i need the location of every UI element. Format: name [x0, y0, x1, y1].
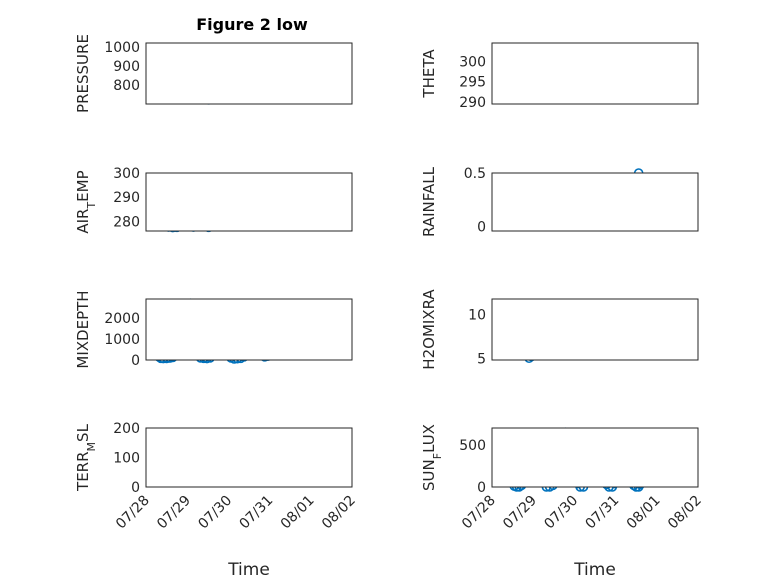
terr_msl-xtick-label: 07/31	[237, 493, 277, 533]
pressure-ytick-label: 900	[113, 59, 140, 75]
theta-ytick-label: 300	[459, 54, 486, 70]
terr_msl-xtick-label: 08/01	[278, 493, 318, 533]
sun_flux-xtick-label: 07/30	[541, 493, 581, 533]
air_temp-axes-box	[145, 172, 353, 232]
air_temp-ytick-label: 300	[113, 166, 140, 182]
pressure-ylabel: PRESSURE	[74, 34, 92, 113]
sun_flux-xtick-label: 07/29	[500, 493, 540, 533]
sun_flux-xlabel: Time	[573, 560, 616, 580]
pressure-ytick-label: 800	[113, 78, 140, 94]
sun_flux-xtick-label: 08/02	[665, 493, 705, 533]
theta-ylabel: THETA	[420, 49, 438, 99]
mixdepth-ytick-label: 1000	[104, 332, 140, 348]
terr_msl-xtick-label: 07/29	[154, 493, 194, 533]
terr_msl-axes: 0 100 200 07/28 07/29 07/30 07/31 08/01 08/02 TER…	[74, 421, 359, 580]
air_temp-axes: 280 290 300 AIRTEMP	[74, 166, 353, 234]
sun_flux-axes-box	[491, 427, 699, 488]
rainfall-ytick-label: 0.5	[464, 166, 486, 182]
mixdepth-ylabel: MIXDEPTH	[74, 290, 92, 368]
terr_msl-xtick-label: 07/30	[195, 493, 235, 533]
theta-axes: 290 295 300 THETA	[420, 42, 699, 111]
terr_msl-ytick-label: 100	[113, 451, 140, 467]
terr_msl-ytick-label: 200	[113, 421, 140, 437]
theta-axes-box	[491, 42, 699, 105]
h2omixra-ytick-label: 10	[468, 308, 486, 324]
terr_msl-axes-box	[145, 427, 353, 488]
rainfall-axes-box	[491, 172, 699, 232]
sun_flux-xtick-label: 08/01	[624, 493, 664, 533]
sun_flux-ytick-label: 0	[477, 480, 486, 496]
air_temp-ytick-label: 280	[113, 214, 140, 230]
figure-title: Figure 2 low	[196, 15, 308, 34]
mixdepth-ytick-label: 0	[131, 353, 140, 369]
theta-ytick-label: 295	[459, 75, 486, 91]
sun_flux-ylabel: SUNFLUX	[420, 424, 444, 491]
mixdepth-ytick-label: 2000	[104, 311, 140, 327]
sun_flux-axes: 0 500 07/28 07/29 07/30 07/31 08/01 08/02 SUNFLU…	[420, 424, 705, 580]
terr_msl-xtick-label: 08/02	[319, 493, 359, 533]
h2omixra-axes: 5 10 H2OMIXRA	[420, 289, 699, 370]
terr_msl-ylabel: TERRMSL	[74, 423, 98, 492]
terr_msl-xtick-label: 07/28	[113, 493, 153, 533]
air_temp-ytick-label: 290	[113, 190, 140, 206]
rainfall-ytick-label: 0	[477, 220, 486, 236]
air_temp-ylabel: AIRTEMP	[74, 170, 98, 233]
terr_msl-xlabel: Time	[227, 560, 270, 580]
h2omixra-ytick-label: 5	[477, 351, 486, 367]
sun_flux-xtick-label: 07/31	[583, 493, 623, 533]
pressure-axes-box	[145, 42, 353, 105]
sun_flux-ytick-label: 500	[459, 438, 486, 454]
theta-ytick-label: 290	[459, 95, 486, 111]
rainfall-ylabel: RAINFALL	[420, 166, 438, 237]
terr_msl-ytick-label: 0	[131, 480, 140, 496]
pressure-ytick-label: 1000	[104, 40, 140, 56]
h2omixra-axes-box	[491, 298, 699, 361]
sun_flux-xtick-label: 07/28	[459, 493, 499, 533]
mixdepth-axes: 0 1000 2000 MIXDEPTH	[74, 290, 353, 369]
h2omixra-ylabel: H2OMIXRA	[420, 289, 438, 370]
rainfall-axes: 0 0.5 RAINFALL	[420, 166, 699, 237]
mixdepth-axes-box	[145, 298, 353, 361]
pressure-axes: 800 900 1000 PRESSURE	[74, 34, 353, 113]
